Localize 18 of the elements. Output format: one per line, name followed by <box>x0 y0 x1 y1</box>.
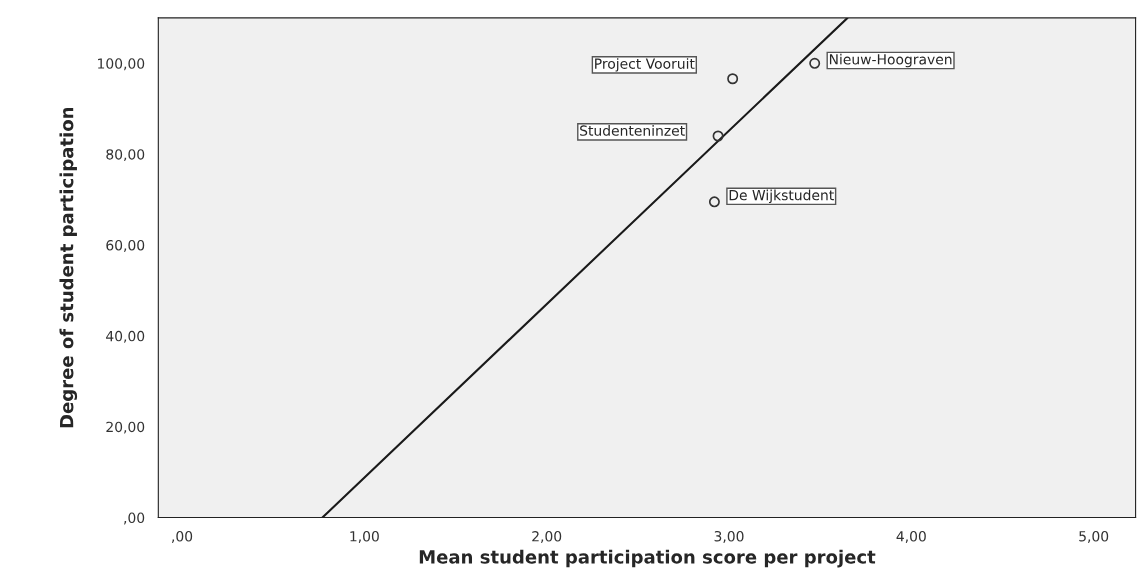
annotation: Project Vooruit <box>595 58 695 72</box>
y-axis-title: Degree of student participation <box>59 107 78 428</box>
x-tick-label: 1,00 <box>350 531 379 543</box>
y-tick-label: 60,00 <box>106 239 145 252</box>
x-tick-label: 5,00 <box>1079 531 1109 543</box>
annotation: Nieuw-Hoograven <box>829 53 952 68</box>
y-tick-label: 20,00 <box>106 421 145 434</box>
annotation: Studenteninzet <box>580 125 685 136</box>
x-tick-label: 2,00 <box>532 531 562 543</box>
y-tick-label: ,00 <box>124 512 145 525</box>
x-tick-label: 4,00 <box>896 531 926 543</box>
y-tick-label: 80,00 <box>106 149 145 162</box>
y-tick-label: 100,00 <box>98 58 145 71</box>
y-tick-label: 40,00 <box>106 330 145 343</box>
x-tick-label: 3,00 <box>714 531 744 543</box>
x-axis-title: Mean student participation score per project <box>419 549 876 568</box>
x-tick-label: ,00 <box>172 531 193 543</box>
annotation: De Wijkstudent <box>729 189 834 204</box>
